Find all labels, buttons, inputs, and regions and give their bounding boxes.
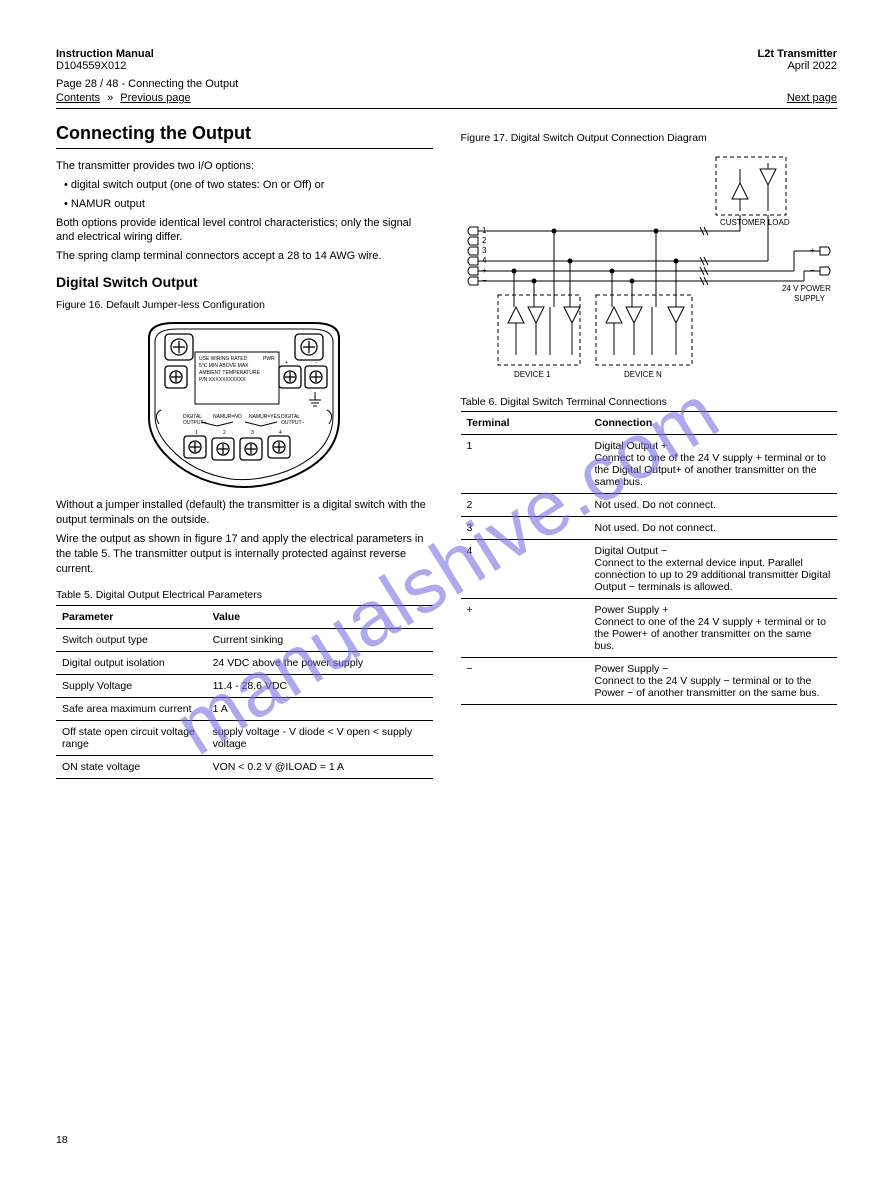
- table5-r3c1: 1 A: [207, 697, 433, 720]
- table6-h1: Connection: [589, 412, 838, 435]
- table5-r5c1: VON < 0.2 V @ILOAD = 1 A: [207, 755, 433, 778]
- table5-r1c0: Digital output isolation: [56, 651, 207, 674]
- table5-r3c0: Safe area maximum current: [56, 697, 207, 720]
- intro-p2: Both options provide identical level con…: [56, 216, 433, 246]
- table6-r5c0: −: [461, 658, 589, 705]
- table6-r1c1: Not used. Do not connect.: [589, 494, 838, 517]
- puck-pwr: PWR: [263, 356, 275, 362]
- table6: Terminal Connection 1Digital Output + Co…: [461, 411, 838, 705]
- table5-r2c1: 11.4 - 28.6 VDC: [207, 674, 433, 697]
- fig17-diagram: CUSTOMER LOAD: [461, 151, 838, 381]
- page-title-suffix: - Connecting the Output: [118, 78, 238, 90]
- page-footer: 18: [56, 1134, 837, 1146]
- breadcrumb: Page 28 / 48 - Connecting the Output: [56, 78, 837, 90]
- puck-ambient: AMBIENT TEMPERATURE: [199, 370, 261, 376]
- breadcrumb-separator: »: [107, 92, 116, 104]
- diag-deviceN: DEVICE N: [624, 370, 662, 379]
- table5-h1: Value: [207, 605, 433, 628]
- puck-minus: −: [315, 360, 318, 366]
- table6-r2c0: 3: [461, 517, 589, 540]
- footer-page-number: 18: [56, 1134, 68, 1146]
- diag-device1: DEVICE 1: [514, 370, 551, 379]
- puck-namur-yes: NAMUR=YES: [249, 414, 281, 420]
- instruction-manual-label: Instruction Manual: [56, 48, 154, 60]
- intro-li1: digital switch output (one of two states…: [71, 179, 325, 191]
- table6-r3c0: 4: [461, 540, 589, 599]
- svg-text:SUPPLY: SUPPLY: [794, 294, 826, 303]
- right-column: Figure 17. Digital Switch Output Connect…: [461, 123, 838, 779]
- table5-r2c0: Supply Voltage: [56, 674, 207, 697]
- table5-r1c1: 24 VDC above the power supply: [207, 651, 433, 674]
- table6-r2c1: Not used. Do not connect.: [589, 517, 838, 540]
- intro-p3: The spring clamp terminal connectors acc…: [56, 249, 433, 264]
- digital-p2: Wire the output as shown in figure 17 an…: [56, 532, 433, 577]
- puck-t3: 3: [251, 430, 254, 436]
- table6-r0c1: Digital Output + Connect to one of the 2…: [589, 435, 838, 494]
- table5-r4c1: supply voltage - V diode < V open < supp…: [207, 720, 433, 755]
- breadcrumb-next-link[interactable]: Next page: [787, 92, 837, 104]
- fig17-caption: Figure 17. Digital Switch Output Connect…: [461, 131, 838, 145]
- title-rule: [56, 148, 433, 149]
- puck-pn: P/N:XXXXXXXXXXX: [199, 377, 246, 383]
- table5-r5c0: ON state voltage: [56, 755, 207, 778]
- diag-customer-load: CUSTOMER LOAD: [720, 218, 790, 227]
- page-indicator: Page 28 / 48: [56, 78, 118, 90]
- puck-use-wiring: USE WIRING RATED: [199, 356, 248, 362]
- puck-temp: 5°C MIN ABOVE MAX: [199, 363, 249, 369]
- table6-r0c0: 1: [461, 435, 589, 494]
- intro-li2: NAMUR output: [71, 198, 145, 210]
- svg-text:OUTPUT−: OUTPUT−: [281, 420, 305, 426]
- intro-p1: The transmitter provides two I/O options…: [56, 159, 433, 174]
- diag-term-3: 3: [482, 246, 487, 255]
- fig16-caption: Figure 16. Default Jumper-less Configura…: [56, 298, 433, 312]
- puck-t1: 1: [195, 430, 198, 436]
- table5: Parameter Value Switch output typeCurren…: [56, 605, 433, 779]
- page-header: Instruction Manual D104559X012 L2t Trans…: [56, 48, 837, 72]
- puck-t2: 2: [223, 430, 226, 436]
- product-name: L2t Transmitter: [758, 48, 837, 60]
- table6-r5c1: Power Supply − Connect to the 24 V suppl…: [589, 658, 838, 705]
- doc-date: April 2022: [758, 60, 837, 72]
- left-column: Connecting the Output The transmitter pr…: [56, 123, 433, 779]
- table6-r3c1: Digital Output − Connect to the external…: [589, 540, 838, 599]
- table5-r0c0: Switch output type: [56, 628, 207, 651]
- table5-r0c1: Current sinking: [207, 628, 433, 651]
- digital-p1: Without a jumper installed (default) the…: [56, 498, 433, 528]
- table5-r4c0: Off state open circuit voltage range: [56, 720, 207, 755]
- puck-namur-no: NAMUR=NO: [213, 414, 242, 420]
- table6-h0: Terminal: [461, 412, 589, 435]
- puck-plus: +: [285, 360, 288, 366]
- page-title: Connecting the Output: [56, 123, 433, 144]
- diag-power-supply: 24 V POWER: [782, 284, 831, 293]
- table6-r1c0: 2: [461, 494, 589, 517]
- doc-number: D104559X012: [56, 60, 154, 72]
- puck-t4: 4: [279, 430, 282, 436]
- table6-caption: Table 6. Digital Switch Terminal Connect…: [461, 395, 838, 409]
- digital-heading: Digital Switch Output: [56, 274, 433, 290]
- breadcrumb-nav: Contents » Previous page Next page: [56, 92, 837, 109]
- table6-r4c0: +: [461, 599, 589, 658]
- table6-r4c1: Power Supply + Connect to one of the 24 …: [589, 599, 838, 658]
- breadcrumb-previous-link[interactable]: Previous page: [120, 92, 190, 104]
- table5-caption: Table 5. Digital Output Electrical Param…: [56, 588, 433, 602]
- fig16-puck: USE WIRING RATED 5°C MIN ABOVE MAX AMBIE…: [56, 318, 433, 488]
- diag-term-2: 2: [482, 236, 487, 245]
- table5-h0: Parameter: [56, 605, 207, 628]
- breadcrumb-contents-link[interactable]: Contents: [56, 92, 100, 104]
